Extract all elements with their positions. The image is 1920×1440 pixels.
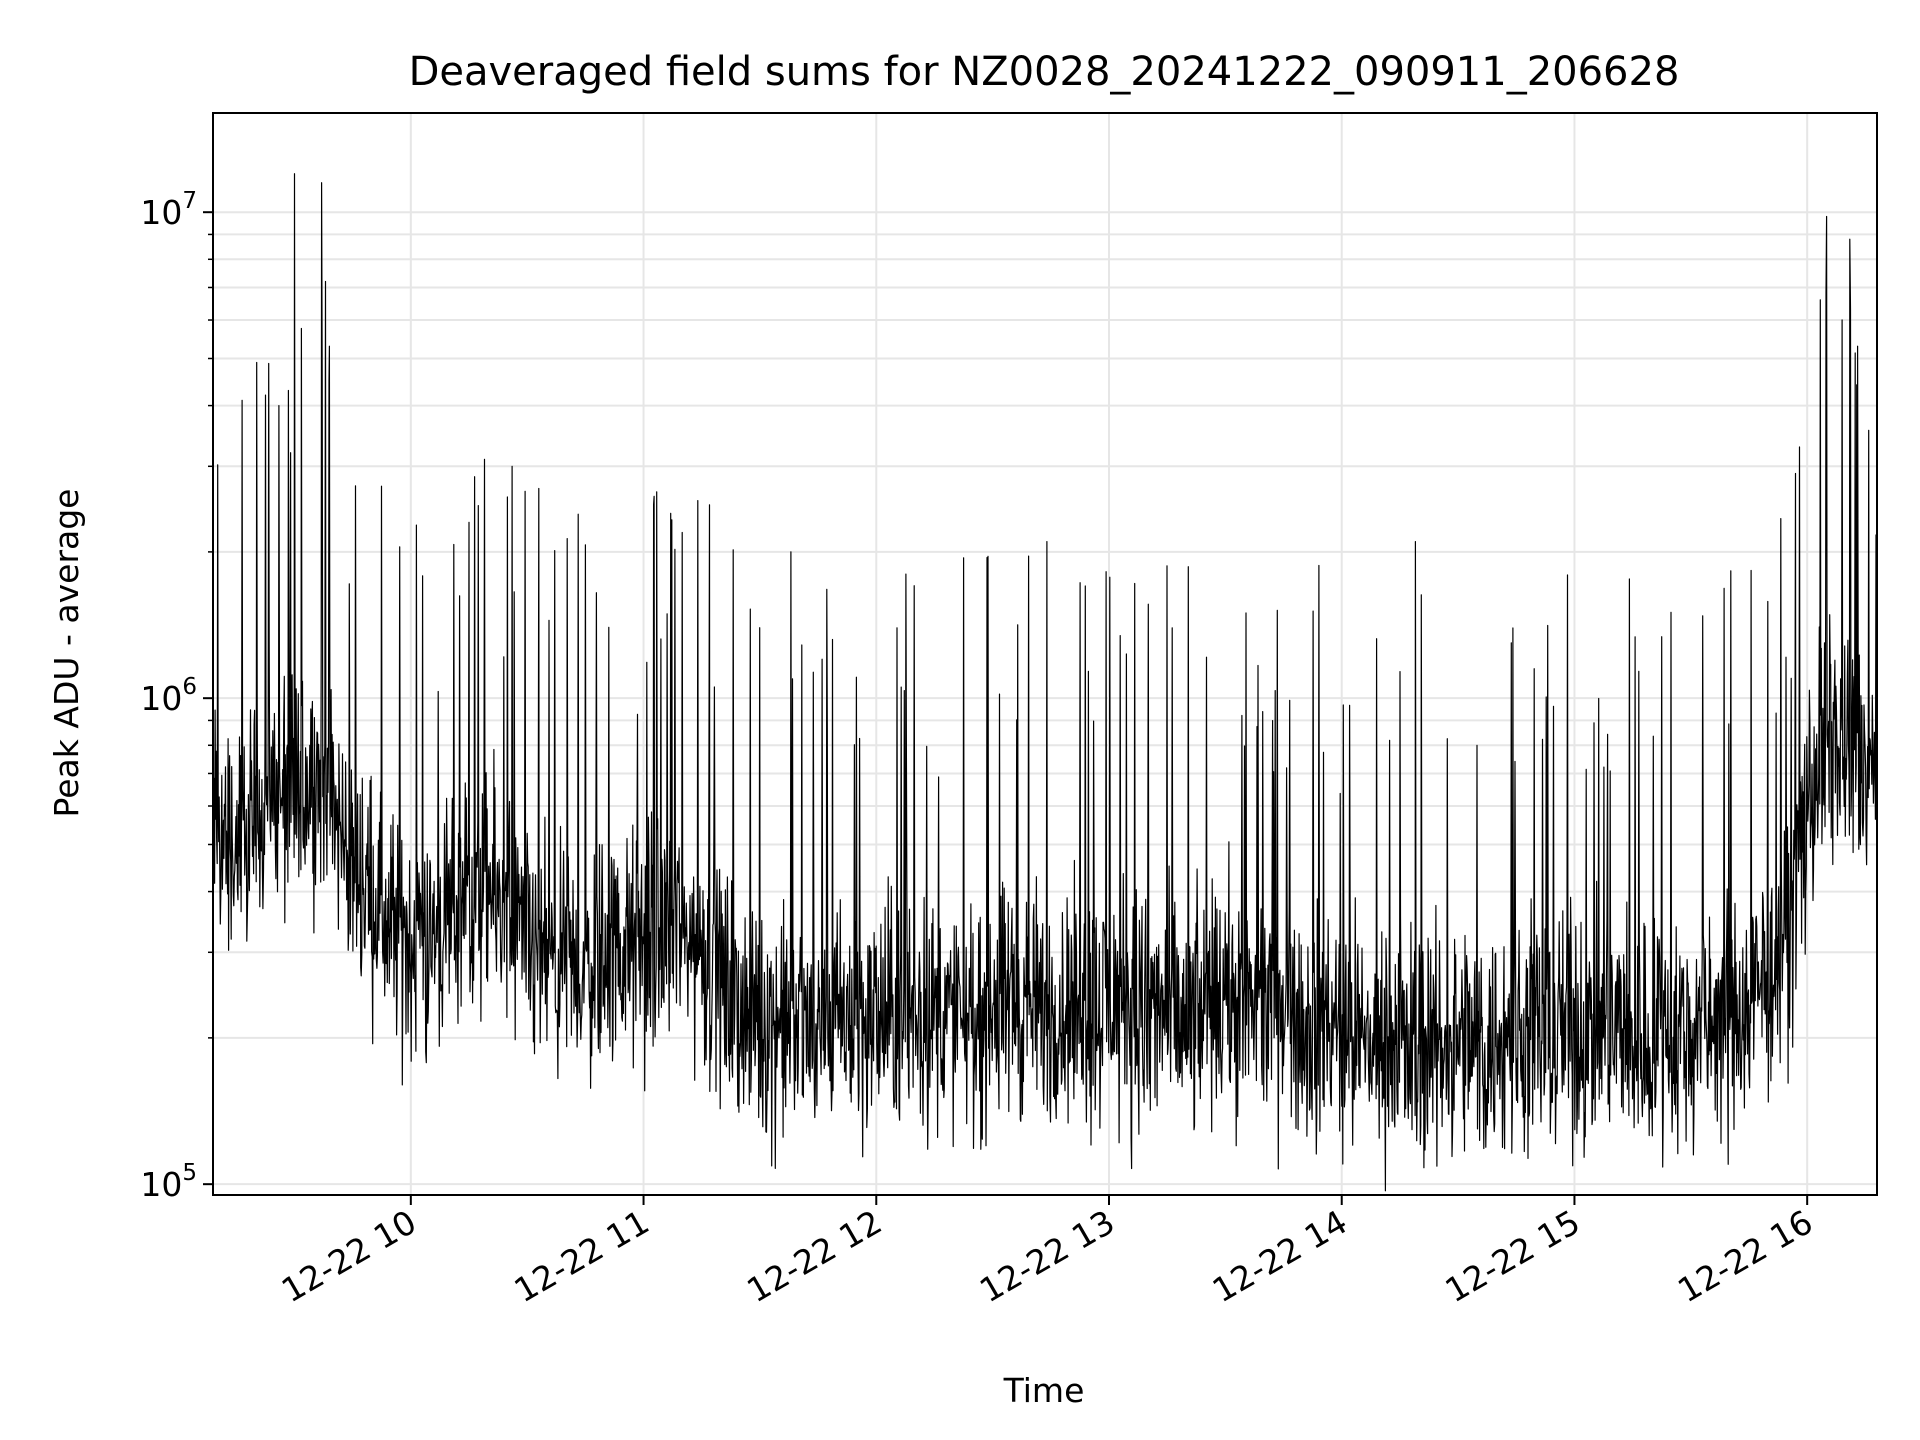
x-axis-label: Time bbox=[1003, 1371, 1085, 1410]
chart-title: Deaveraged field sums for NZ0028_2024122… bbox=[409, 49, 1680, 95]
y-tick-label: 105 bbox=[140, 1160, 197, 1204]
y-axis-label: Peak ADU - average bbox=[47, 489, 86, 818]
grid bbox=[213, 113, 1877, 1195]
y-axis: 105 106 107 bbox=[140, 188, 213, 1204]
axes-frame bbox=[212, 112, 1878, 1196]
series-line bbox=[213, 173, 1877, 1192]
plot-area bbox=[213, 173, 1877, 1192]
y-tick-label: 106 bbox=[140, 674, 197, 718]
y-tick-label: 107 bbox=[140, 188, 197, 232]
